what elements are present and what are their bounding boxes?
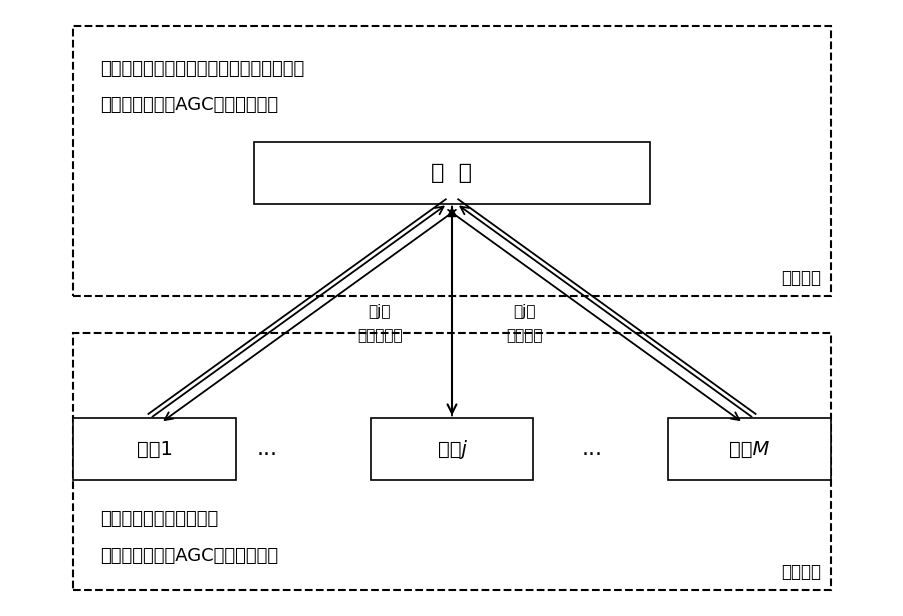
FancyBboxPatch shape — [73, 333, 830, 590]
FancyBboxPatch shape — [73, 26, 830, 296]
FancyBboxPatch shape — [73, 418, 236, 480]
Text: 省调j: 省调j — [437, 440, 466, 458]
FancyBboxPatch shape — [370, 418, 533, 480]
Text: 网  调: 网 调 — [431, 163, 472, 183]
Text: 优化目标：本省AGC调节费用最小: 优化目标：本省AGC调节费用最小 — [100, 547, 278, 565]
Text: 调节费用: 调节费用 — [506, 328, 542, 343]
Text: 决策变量：省调机组出力: 决策变量：省调机组出力 — [100, 511, 219, 529]
Text: 省调1: 省调1 — [136, 440, 172, 458]
Text: 省j的: 省j的 — [368, 304, 391, 318]
Text: ...: ... — [581, 439, 601, 459]
Text: ...: ... — [256, 439, 277, 459]
Text: 省j的: 省j的 — [512, 304, 535, 318]
Text: 优化目标：全网AGC调节费用最小: 优化目标：全网AGC调节费用最小 — [100, 97, 278, 115]
Text: 决策变量：网调机组出力、各省总调节功率: 决策变量：网调机组出力、各省总调节功率 — [100, 60, 304, 78]
Text: 省调M: 省调M — [729, 440, 768, 458]
Text: 下层规划: 下层规划 — [780, 563, 821, 581]
Text: 总调节功率: 总调节功率 — [357, 328, 402, 343]
FancyBboxPatch shape — [254, 142, 649, 204]
Text: 上层规划: 上层规划 — [780, 269, 821, 286]
FancyBboxPatch shape — [667, 418, 830, 480]
